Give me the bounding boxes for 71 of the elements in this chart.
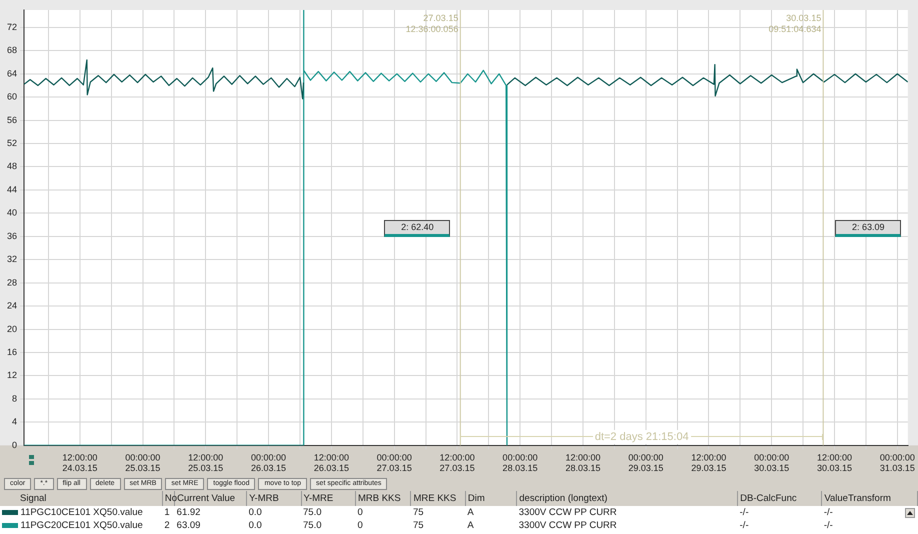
- x-tick-label: 12:00:00 26.03.15: [314, 452, 349, 474]
- text: 0.0: [248, 520, 262, 531]
- x-tick-label: 00:00:00 29.03.15: [628, 452, 664, 474]
- y-tick-label: 32: [6, 254, 18, 264]
- y-tick-label: 40: [6, 208, 18, 218]
- y-tick-label: 16: [6, 347, 18, 357]
- text: 75: [412, 507, 424, 518]
- category-label: No: [162, 491, 177, 506]
- text: -/-: [824, 507, 833, 518]
- text: 2: [164, 520, 170, 531]
- text: 0.0: [248, 507, 262, 518]
- text: 75: [412, 520, 424, 531]
- text: 0: [357, 507, 363, 518]
- text: -/-: [740, 507, 749, 518]
- y-tick-label: 72: [6, 22, 18, 32]
- category-label: Y-MRE: [301, 491, 356, 506]
- x-tick-label: 00:00:00 28.03.15: [502, 452, 538, 474]
- text: 3300V CCW PP CURR: [518, 507, 617, 518]
- legend-label: 11PGC20CE101 XQ50.value: [19, 519, 144, 532]
- y-tick-label: 28: [6, 277, 18, 288]
- text: A: [467, 520, 474, 531]
- x-tick-label: 00:00:00 25.03.15: [125, 452, 160, 474]
- category-label: Current Value: [177, 493, 236, 504]
- y-tick-label: 56: [6, 114, 18, 125]
- y-tick-label: 48: [6, 161, 18, 172]
- ref-line-label: 30.03.15 09:51:04.634: [768, 12, 822, 34]
- text: -/-: [824, 520, 833, 531]
- y-tick-label: 60: [6, 92, 18, 102]
- y-tick-label: 0: [12, 440, 18, 450]
- category-label: Y-MRB: [246, 491, 302, 506]
- legend-label: 11PGC10CE101 XQ50.value: [19, 506, 144, 519]
- category-label: MRB KKS: [355, 491, 411, 506]
- text: 75.0: [303, 520, 322, 531]
- x-tick-label: 00:00:00 26.03.15: [251, 452, 286, 474]
- x-tick-label: 12:00:00 28.03.15: [565, 452, 600, 474]
- y-tick-label: 24: [6, 300, 18, 311]
- y-tick-label: 52: [6, 138, 18, 148]
- y-tick-label: 12: [6, 370, 18, 380]
- y-tick-label: 20: [6, 324, 18, 334]
- x-tick-label: 12:00:00 24.03.15: [62, 452, 98, 474]
- y-tick-label: 36: [6, 230, 18, 241]
- cursor-readout: 2: 63.09: [835, 220, 902, 237]
- x-tick-label: 12:00:00 30.03.15: [816, 452, 852, 474]
- cursor-readout: 2: 62.40: [384, 220, 450, 237]
- category-label: Dim: [465, 491, 517, 506]
- text: 3300V CCW PP CURR: [518, 520, 617, 531]
- x-tick-label: 12:00:00 25.03.15: [188, 452, 224, 474]
- y-tick-label: 44: [6, 184, 18, 194]
- text: -/-: [740, 520, 749, 531]
- x-tick-label: 12:00:00 29.03.15: [691, 452, 726, 474]
- text: A: [467, 507, 474, 518]
- category-label: DB-CalcFunc: [738, 491, 822, 506]
- y-tick-label: 4: [12, 416, 18, 427]
- annotation: dt=2 days 21:15:04: [592, 430, 691, 444]
- y-tick-label: 64: [6, 68, 18, 78]
- x-tick-label: 00:00:00 30.03.15: [754, 452, 790, 474]
- x-tick-label: 00:00:00 27.03.15: [376, 452, 412, 474]
- text: 0: [357, 520, 363, 531]
- ref-line-label: 27.03.15 12:36:00.056: [406, 12, 458, 34]
- y-tick-label: 68: [6, 45, 18, 56]
- category-label: MRE KKS: [410, 491, 466, 506]
- text: 61.92: [176, 507, 200, 518]
- category-label: description (longtext): [516, 491, 738, 506]
- x-tick-label: 00:00:00 31.03.15: [880, 452, 915, 474]
- y-tick-label: 8: [12, 393, 18, 404]
- category-label: ValueTransform: [822, 491, 918, 506]
- text: 63.09: [176, 520, 200, 531]
- category-label: Signal: [0, 491, 162, 506]
- text: 75.0: [303, 507, 322, 518]
- text: 1: [164, 507, 170, 518]
- x-tick-label: 12:00:00 27.03.15: [440, 452, 475, 474]
